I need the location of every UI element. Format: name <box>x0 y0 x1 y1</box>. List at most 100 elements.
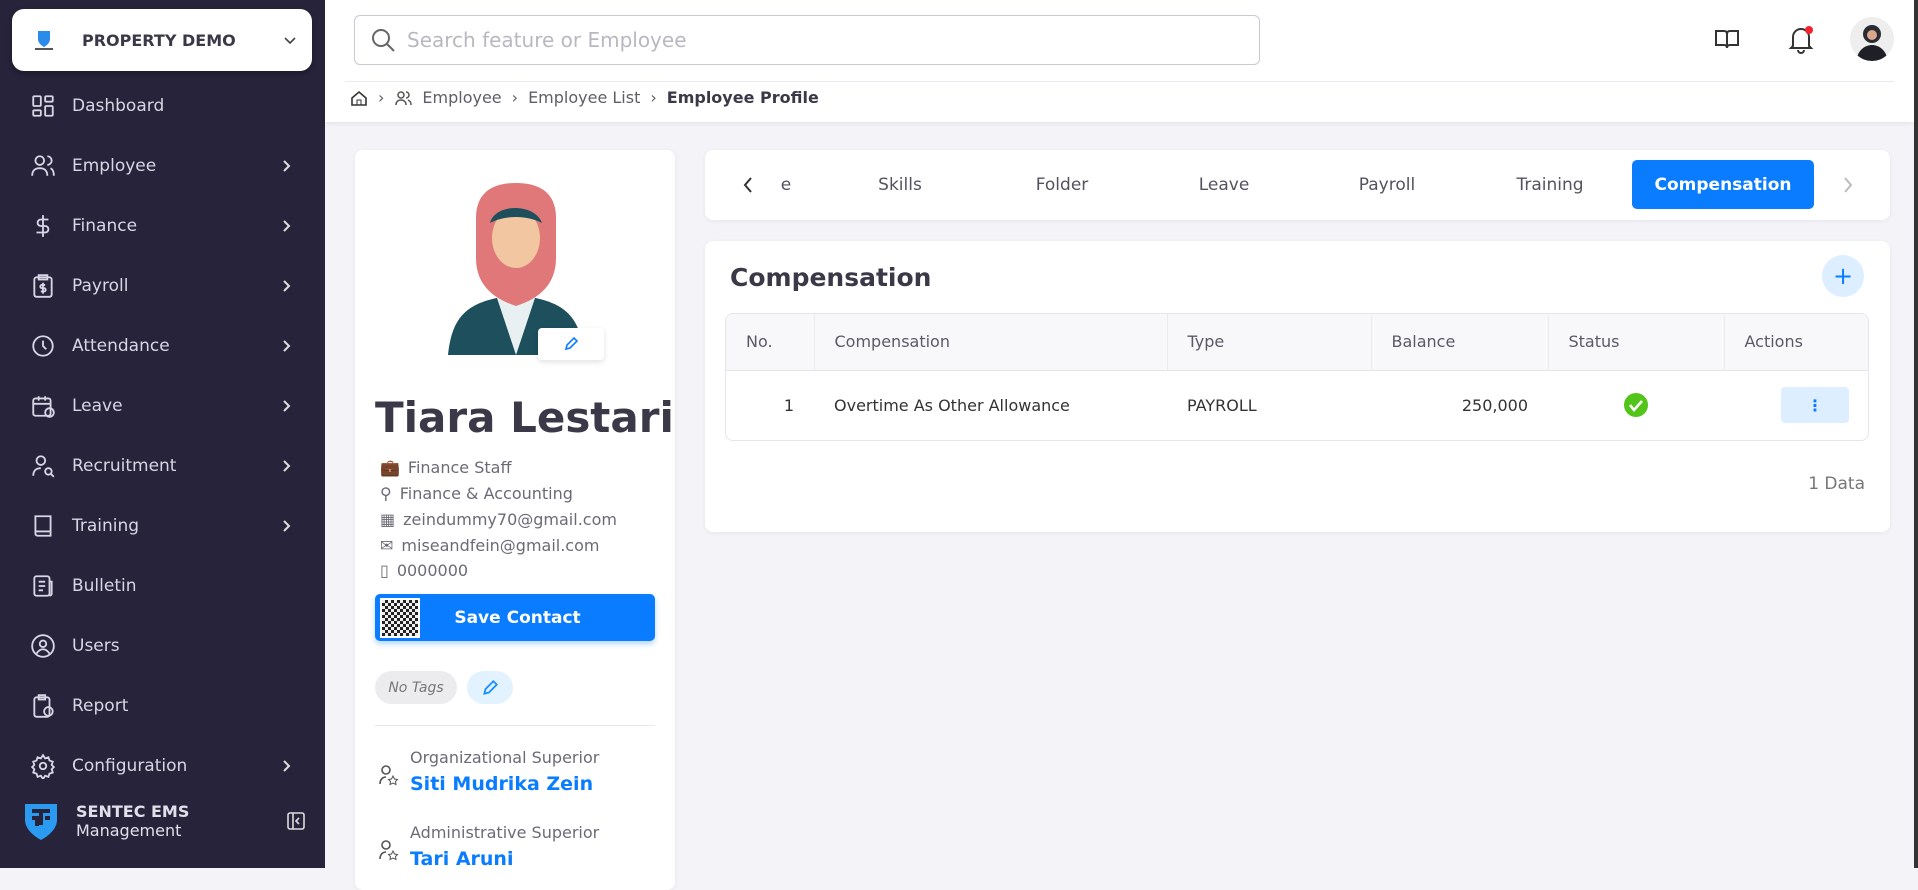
sentec-logo-icon <box>25 804 57 840</box>
phone-text: 0000000 <box>396 561 469 580</box>
info-office-email: ▦ zeindummy70@gmail.com <box>380 510 617 529</box>
scrollbar[interactable] <box>1914 0 1918 868</box>
sidebar-item-label: Recruitment <box>72 456 177 476</box>
tags-badge: No Tags <box>375 671 457 704</box>
add-compensation-button[interactable]: + <box>1822 255 1864 297</box>
dashboard-icon <box>32 95 54 117</box>
cell-no: 1 <box>783 395 794 415</box>
sidebar-item-label: Employee <box>72 156 157 176</box>
user-star-icon <box>379 765 399 786</box>
save-contact-button[interactable]: Save Contact <box>375 594 655 641</box>
breadcrumb-current: Employee Profile <box>666 88 819 107</box>
section-title: Compensation <box>730 263 932 292</box>
collapse-sidebar-icon[interactable] <box>286 811 306 831</box>
sidebar-item-label: Payroll <box>72 276 129 296</box>
position-text: Finance Staff <box>407 458 512 477</box>
chevron-right-icon <box>283 340 291 352</box>
more-vertical-icon: ⋮ <box>1807 395 1823 415</box>
chevron-right-icon <box>283 760 291 772</box>
edit-photo-button[interactable] <box>538 328 604 360</box>
book-icon <box>34 515 52 537</box>
sidebar-item-label: Leave <box>72 396 123 416</box>
sidebar-item-recruitment[interactable]: Recruitment <box>0 442 325 490</box>
sidebar-item-finance[interactable]: Finance <box>0 202 325 250</box>
tab-e[interactable]: e <box>780 174 792 195</box>
sidebar-item-configuration[interactable]: Configuration <box>0 742 325 790</box>
info-department: ⚲ Finance & Accounting <box>380 484 573 503</box>
tab-leave[interactable]: Leave <box>1198 174 1250 195</box>
search-input[interactable]: Search feature or Employee <box>354 15 1260 65</box>
chevron-right-icon <box>283 400 291 412</box>
row-actions-button[interactable]: ⋮ <box>1781 387 1849 424</box>
dollar-icon <box>36 215 50 237</box>
home-icon[interactable] <box>350 89 368 107</box>
sidebar-item-employee[interactable]: Employee <box>0 142 325 190</box>
user-avatar[interactable] <box>1850 17 1894 61</box>
office-email-text: zeindummy70@gmail.com <box>403 510 617 529</box>
breadcrumb-employee-list[interactable]: Employee List <box>528 88 641 107</box>
org-superior-name[interactable]: Siti Mudrika Zein <box>410 773 594 795</box>
sidebar-item-label: Training <box>72 516 140 536</box>
cell-status <box>1548 370 1724 440</box>
calendar-icon <box>32 396 55 418</box>
sidebar-item-training[interactable]: Training <box>0 502 325 550</box>
chevron-left-icon[interactable] <box>740 175 756 195</box>
clipboard-dollar-icon <box>33 274 53 298</box>
edit-tags-button[interactable] <box>467 671 513 704</box>
table-row: 1 Overtime As Other Allowance PAYROLL 25… <box>726 370 1868 440</box>
chevron-right-icon[interactable] <box>1840 175 1856 195</box>
sidebar-item-report[interactable]: Report <box>0 682 325 730</box>
company-selector[interactable]: PROPERTY DEMO <box>12 9 312 71</box>
sidebar-item-dashboard[interactable]: Dashboard <box>0 82 325 130</box>
sidebar-item-bulletin[interactable]: Bulletin <box>0 562 325 610</box>
breadcrumb-separator: › <box>378 88 385 107</box>
tab-compensation[interactable]: Compensation <box>1632 160 1814 209</box>
compensation-card: Compensation + No. Compensation Type Bal… <box>705 241 1890 532</box>
check-circle-icon <box>1624 393 1648 418</box>
news-icon <box>33 575 53 597</box>
book-icon[interactable] <box>1714 26 1740 52</box>
info-phone: ▯ 0000000 <box>380 561 468 580</box>
email-text: miseandfein@gmail.com <box>401 536 600 555</box>
signpost-icon: ⚲ <box>380 484 392 503</box>
tab-folder[interactable]: Folder <box>1035 174 1089 195</box>
briefcase-icon: 💼 <box>380 458 400 477</box>
chevron-down-icon[interactable] <box>282 32 298 48</box>
divider <box>375 725 655 726</box>
clock-icon <box>32 335 54 357</box>
col-no: No. <box>726 314 815 371</box>
sidebar-item-users[interactable]: Users <box>0 622 325 670</box>
col-compensation: Compensation <box>814 314 1168 371</box>
data-count: 1 Data <box>1808 474 1865 494</box>
users-icon <box>395 90 413 105</box>
search-placeholder: Search feature or Employee <box>407 28 687 52</box>
sidebar-item-label: Attendance <box>72 336 170 356</box>
breadcrumb-employee[interactable]: Employee <box>422 88 502 107</box>
sidebar-item-label: Dashboard <box>72 96 165 116</box>
sidebar-item-leave[interactable]: Leave <box>0 382 325 430</box>
sidebar-item-label: Configuration <box>72 756 188 776</box>
col-actions: Actions <box>1724 314 1868 371</box>
app-subtitle: Management <box>76 821 182 840</box>
department-text: Finance & Accounting <box>399 484 573 503</box>
header-divider <box>345 81 1894 82</box>
sidebar-item-attendance[interactable]: Attendance <box>0 322 325 370</box>
chevron-right-icon <box>283 220 291 232</box>
chevron-right-icon <box>283 280 291 292</box>
sidebar-item-payroll[interactable]: Payroll <box>0 262 325 310</box>
tab-training[interactable]: Training <box>1516 174 1584 195</box>
bell-icon[interactable] <box>1787 24 1815 54</box>
tab-payroll[interactable]: Payroll <box>1358 174 1416 195</box>
cell-compensation: Overtime As Other Allowance <box>834 395 1070 415</box>
report-icon <box>33 694 54 718</box>
col-type: Type <box>1167 314 1372 371</box>
sidebar-item-label: Finance <box>72 216 138 236</box>
breadcrumb-separator: › <box>650 88 657 107</box>
org-superior-label: Organizational Superior <box>410 748 600 767</box>
chevron-right-icon <box>283 160 291 172</box>
company-name: PROPERTY DEMO <box>82 30 236 50</box>
users-icon <box>31 155 55 176</box>
admin-superior-name[interactable]: Tari Aruni <box>410 848 514 870</box>
tab-skills[interactable]: Skills <box>878 174 922 195</box>
sidebar-footer: SENTEC EMS Management <box>22 800 312 842</box>
